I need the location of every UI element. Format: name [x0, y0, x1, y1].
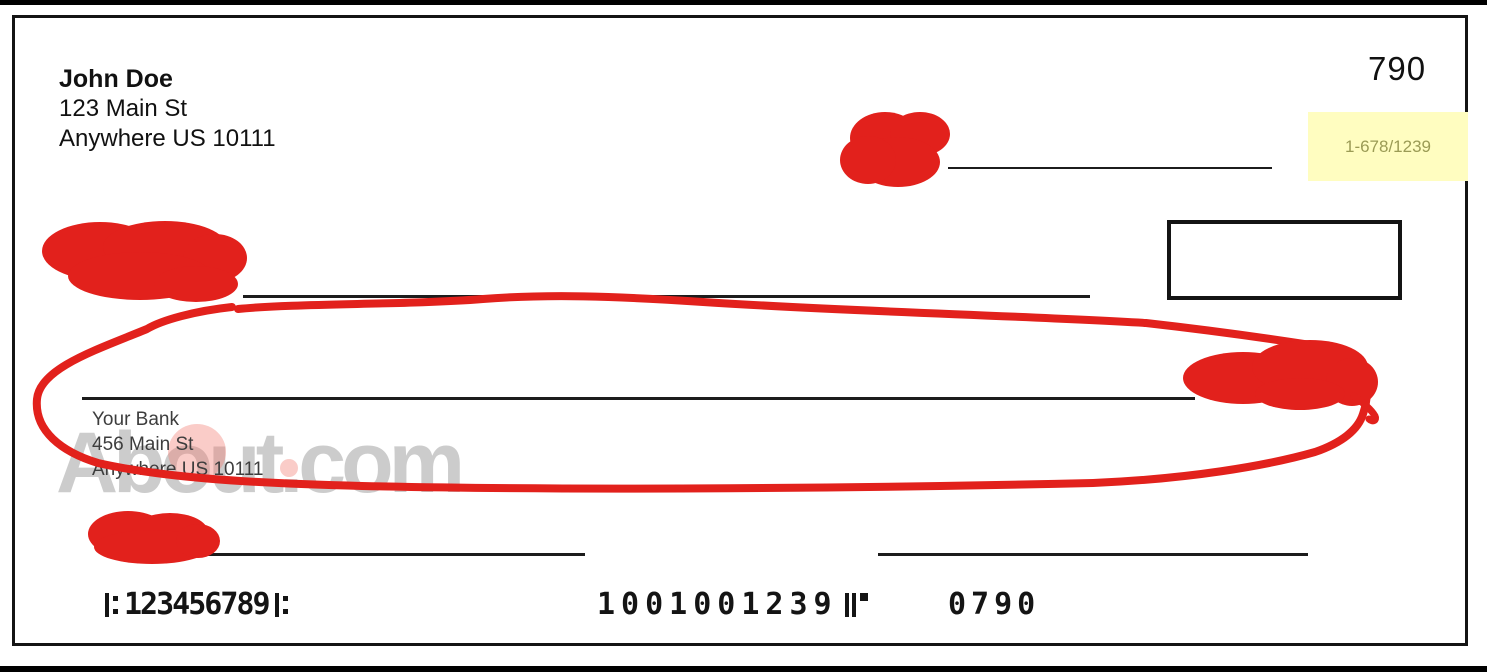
- payer-address-line1: 123 Main St: [59, 95, 188, 122]
- micr-on-us-symbol: [844, 591, 869, 619]
- bank-name: Your Bank: [92, 409, 179, 430]
- fraction-code-box: 1-678/1239: [1308, 112, 1468, 181]
- amount-words-line[interactable]: [82, 397, 1195, 400]
- micr-check-digits: 0790: [948, 587, 1041, 622]
- bank-address-line2: Anywhere US 10111: [92, 459, 264, 480]
- screen-edge-bottom: [0, 666, 1487, 672]
- payer-info: John Doe 123 Main St Anywhere US 10111: [59, 64, 276, 154]
- memo-line[interactable]: [195, 553, 585, 556]
- fraction-code: 1-678/1239: [1344, 136, 1432, 156]
- bank-address-line1: 456 Main St: [92, 434, 194, 455]
- amount-box[interactable]: [1167, 220, 1402, 300]
- signature-line[interactable]: [878, 553, 1308, 556]
- micr-transit-symbol: [273, 591, 290, 619]
- micr-transit-symbol: [103, 591, 120, 619]
- date-line[interactable]: [948, 167, 1272, 169]
- payer-address-line2: Anywhere US 10111: [59, 125, 276, 152]
- bank-info: Your Bank 456 Main St Anywhere US 10111: [92, 407, 263, 482]
- watermark-logo-dot-small: [280, 459, 298, 477]
- payee-line[interactable]: [243, 295, 1090, 298]
- micr-routing-digits: 123456789: [124, 587, 271, 622]
- micr-account-digits: 1001001239: [597, 587, 838, 622]
- micr-account-number: 1001001239: [597, 590, 869, 620]
- screen-edge-top: [0, 0, 1487, 5]
- check-number: 790: [1368, 50, 1427, 87]
- micr-routing-number: 123456789: [103, 590, 290, 620]
- payer-name: John Doe: [59, 65, 173, 93]
- micr-check-number: 0790: [948, 590, 1040, 620]
